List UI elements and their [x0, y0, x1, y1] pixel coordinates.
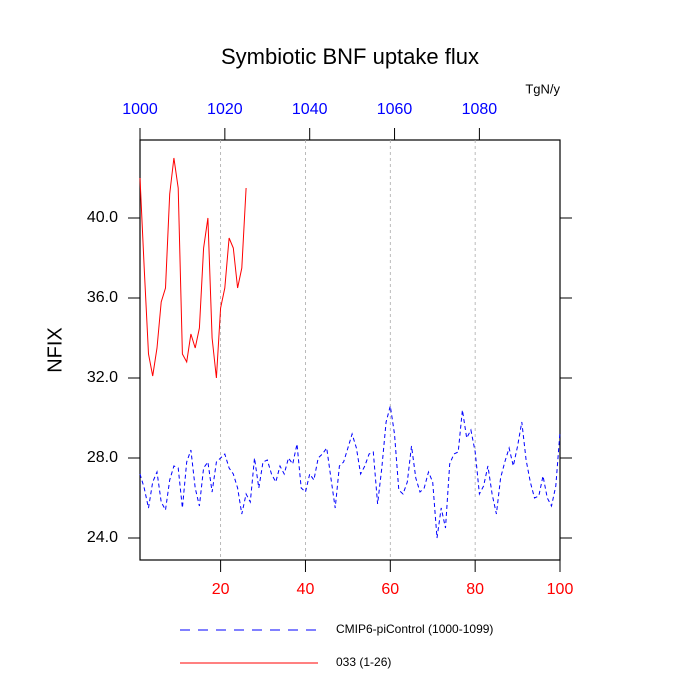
top-tick-label: 1040 [292, 101, 328, 118]
y-tick-label: 40.0 [87, 209, 118, 226]
top-tick-label: 1020 [207, 101, 243, 118]
x-tick-label: 40 [297, 581, 315, 598]
y-tick-label: 24.0 [87, 529, 118, 546]
x-tick-label: 60 [381, 581, 399, 598]
series-line [139, 405, 561, 539]
top-tick-label: 1060 [377, 101, 413, 118]
plot-frame [139, 139, 561, 561]
legend-label: 033 (1-26) [336, 655, 391, 669]
chart-title: Symbiotic BNF uptake flux [221, 44, 479, 69]
x-tick-label: 80 [466, 581, 484, 598]
y-tick-label: 28.0 [87, 449, 118, 466]
y-tick-label: 36.0 [87, 289, 118, 306]
top-tick-label: 1080 [462, 101, 498, 118]
y-axis-label: NFIX [44, 327, 66, 373]
y-tick-label: 32.0 [87, 369, 118, 386]
x-tick-label: 20 [212, 581, 230, 598]
series-line [139, 157, 247, 379]
top-axis-unit: TgN/y [525, 81, 560, 96]
top-tick-label: 1000 [122, 101, 158, 118]
legend-label: CMIP6-piControl (1000-1099) [336, 622, 493, 636]
x-tick-label: 100 [547, 581, 574, 598]
